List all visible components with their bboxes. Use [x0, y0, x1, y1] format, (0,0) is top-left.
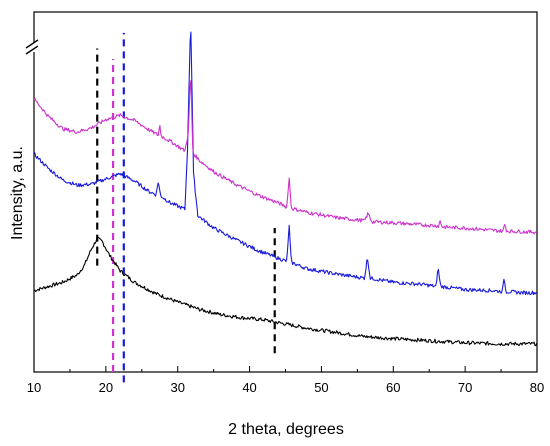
x-axis-ticks: 10 20 30 40 50 60 70 80	[27, 366, 544, 395]
series-line-2	[33, 31, 538, 296]
series-line-1	[33, 236, 538, 347]
axis-break-slash-1	[25, 39, 39, 49]
reference-lines	[96, 32, 276, 383]
x-tick-label-60: 60	[386, 380, 400, 395]
axis-break-slash-2	[25, 45, 39, 55]
x-tick-label-20: 20	[99, 380, 113, 395]
x-tick-label-50: 50	[314, 380, 328, 395]
x-axis-label: 2 theta, degrees	[228, 421, 344, 438]
y-axis-break	[25, 39, 41, 55]
x-tick-label-70: 70	[458, 380, 472, 395]
y-axis-label: Intensity, a.u.	[9, 146, 26, 240]
x-tick-label-10: 10	[27, 380, 41, 395]
series-layer	[33, 31, 538, 347]
plot-frame	[33, 11, 538, 373]
x-tick-label-80: 80	[530, 380, 544, 395]
series-line-3	[33, 80, 537, 235]
x-tick-label-40: 40	[242, 380, 256, 395]
x-tick-label-30: 30	[170, 380, 184, 395]
axis-break-gap	[27, 42, 41, 52]
plot-area-border	[33, 11, 538, 373]
